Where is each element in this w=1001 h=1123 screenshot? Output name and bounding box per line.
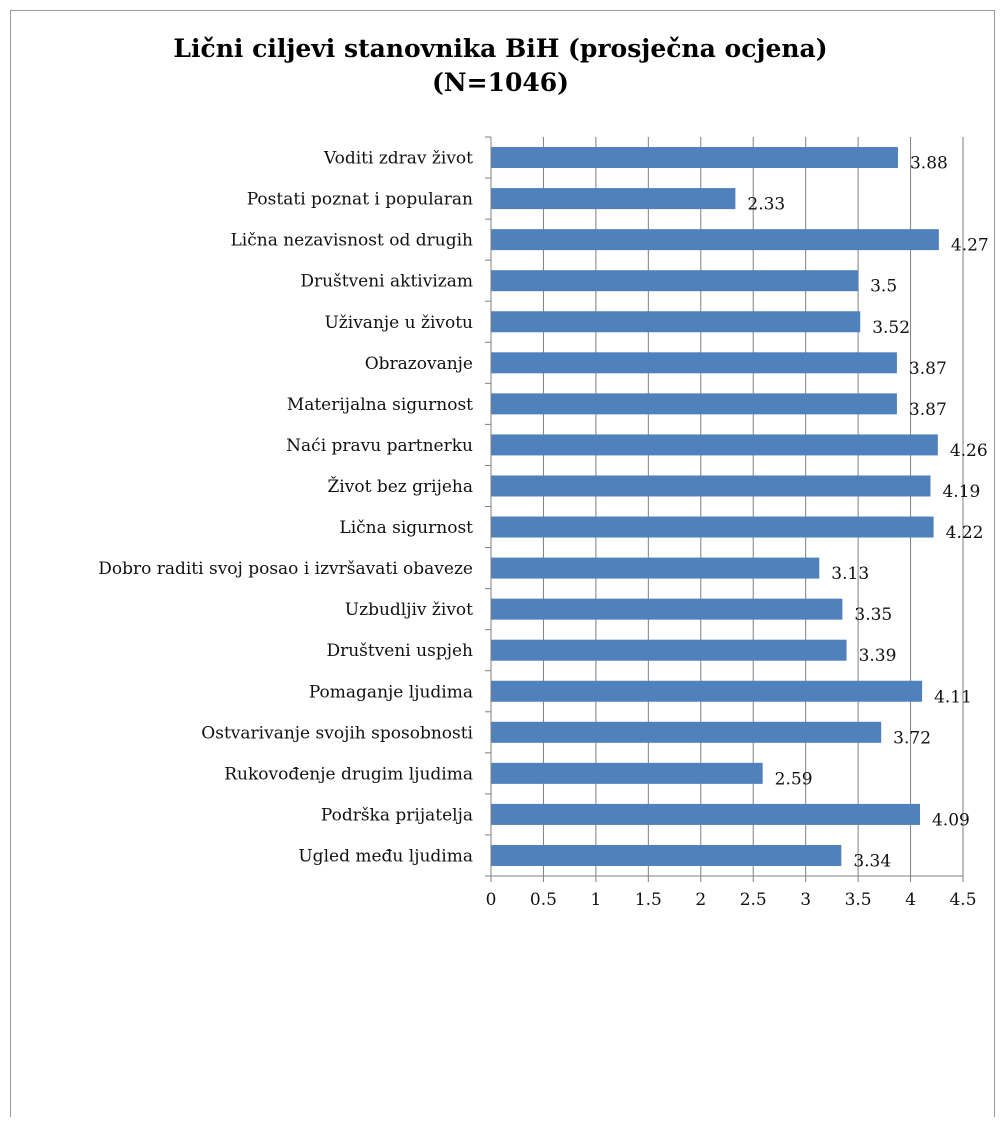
category-label: Društveni uspjeh [326, 641, 473, 661]
data-label: 2.33 [747, 195, 785, 215]
bar [491, 393, 897, 415]
data-label: 2.59 [775, 769, 813, 789]
data-label: 3.88 [910, 154, 948, 174]
data-label: 3.72 [893, 728, 931, 748]
data-label: 3.52 [872, 318, 910, 338]
category-label: Dobro raditi svoj posao i izvršavati oba… [98, 559, 473, 579]
category-label: Uzbudljiv život [345, 600, 473, 620]
bar [491, 803, 920, 825]
x-tick-label: 2.5 [740, 890, 767, 910]
gridlines [542, 137, 964, 876]
x-tick-label: 2 [695, 890, 706, 910]
category-label: Voditi zdrav život [323, 149, 473, 169]
x-tick-label: 4.5 [949, 890, 976, 910]
bar [491, 639, 847, 661]
data-label: 3.87 [909, 400, 947, 420]
bar [491, 352, 897, 374]
bar [491, 434, 938, 456]
category-label: Obrazovanje [365, 354, 473, 374]
chart-title-line2: (N=1046) [431, 68, 570, 97]
data-label: 4.19 [942, 482, 980, 502]
bar [491, 147, 898, 169]
chart-frame [10, 10, 995, 1117]
data-label: 4.27 [951, 236, 989, 256]
data-label: 4.11 [934, 687, 972, 707]
axes [485, 136, 964, 882]
category-label: Podrška prijatelja [321, 805, 473, 825]
category-label: Rukovođenje drugim ljudima [224, 764, 473, 784]
category-label: Ugled među ljudima [298, 846, 473, 866]
category-label: Naći pravu partnerku [286, 436, 473, 456]
bar [491, 762, 763, 784]
data-label: 4.22 [946, 523, 984, 543]
bar [491, 598, 843, 620]
x-tick-label: 3 [800, 890, 811, 910]
bars [491, 147, 939, 866]
bar [491, 844, 842, 866]
category-label: Materijalna sigurnost [287, 395, 473, 415]
data-label: 3.5 [870, 277, 897, 297]
chart-title: Lični ciljevi stanovnika BiH (prosječna … [0, 32, 1001, 100]
bar [491, 475, 931, 497]
bar [491, 229, 939, 251]
category-labels: Voditi zdrav život Postati poznat i popul… [98, 149, 473, 867]
bar [491, 557, 820, 579]
tick-labels: 0 0.5 1 1.5 2 2.5 3 3.5 4 4.5 [486, 890, 977, 910]
category-label: Pomaganje ljudima [309, 682, 473, 702]
category-label: Ostvarivanje svojih sposobnosti [201, 723, 473, 743]
category-label: Društveni aktivizam [300, 272, 473, 292]
bar [491, 721, 882, 743]
bar [491, 188, 736, 210]
bar [491, 680, 923, 702]
category-label: Lična nezavisnost od drugih [231, 231, 474, 251]
category-label: Život bez grijeha [328, 476, 474, 497]
bar [491, 311, 861, 333]
data-label: 4.26 [950, 441, 988, 461]
data-label: 4.09 [932, 810, 970, 830]
x-tick-label: 1 [590, 890, 601, 910]
category-label: Uživanje u životu [324, 313, 473, 333]
data-label: 3.13 [831, 564, 869, 584]
x-tick-label: 4 [905, 890, 916, 910]
x-tick-label: 0 [486, 890, 497, 910]
data-label: 3.34 [853, 851, 891, 871]
x-tick-label: 0.5 [530, 890, 557, 910]
data-label: 3.87 [909, 359, 947, 379]
data-label: 3.35 [854, 605, 892, 625]
data-label: 3.39 [859, 646, 897, 666]
x-tick-label: 3.5 [845, 890, 872, 910]
value-labels: 3.88 2.33 4.27 3.5 3.52 3.87 3.87 4.26 4.19 4.22 3… [747, 154, 988, 872]
bar [491, 270, 859, 292]
chart-title-line1: Lični ciljevi stanovnika BiH (prosječna … [173, 34, 828, 63]
x-tick-label: 1.5 [635, 890, 662, 910]
category-label: Postati poznat i popularan [247, 190, 473, 210]
category-label: Lična sigurnost [339, 518, 473, 538]
bar [491, 516, 934, 538]
